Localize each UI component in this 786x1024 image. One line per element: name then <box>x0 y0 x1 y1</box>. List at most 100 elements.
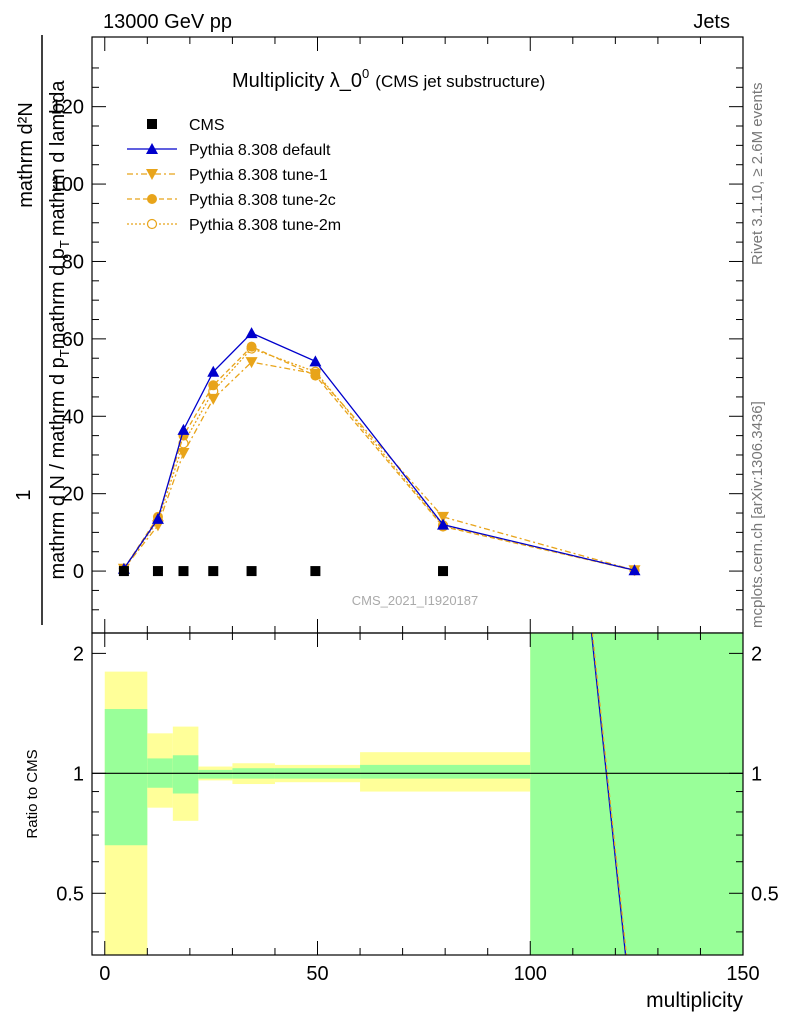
legend-marker <box>147 194 157 204</box>
series-line <box>123 347 635 571</box>
main-ytick-label: 20 <box>62 484 84 506</box>
ratio-line-layer <box>590 632 628 956</box>
ratio-ticks: 0.5 0.5 1 1 2 2 0 50 100 150 <box>56 633 779 985</box>
main-title-sub: (CMS jet substructure) <box>375 72 545 91</box>
main-ytick-label: 100 <box>51 174 84 196</box>
series-circle-open <box>118 343 640 576</box>
legend-label: CMS <box>189 117 225 134</box>
ylabel-den-part1: mathrm d N / mathrm d p <box>47 357 69 579</box>
data-point <box>207 365 220 377</box>
main-ytick-label: 120 <box>51 97 84 119</box>
xtick-label: 0 <box>99 963 110 985</box>
data-point <box>437 511 450 523</box>
data-point <box>438 566 449 577</box>
legend-marker <box>146 218 158 230</box>
ratio-band-inner <box>198 769 233 779</box>
energy-label: 13000 GeV pp <box>103 11 232 33</box>
series-layer <box>117 327 641 577</box>
data-point <box>177 423 190 435</box>
ylabel-numerator-text: mathrm d²N <box>15 102 37 208</box>
ratio-ytick-label: 2 <box>73 643 84 665</box>
main-title: Multiplicity λ_00 (CMS jet substructure) <box>232 66 545 92</box>
main-ytick-label: 80 <box>62 251 84 273</box>
data-point <box>246 341 257 352</box>
ylabel-den-sub2: T <box>57 240 72 248</box>
legend-entry: Pythia 8.308 default <box>127 142 331 159</box>
legend-label: Pythia 8.308 tune-1 <box>189 167 328 184</box>
series-line <box>123 361 635 571</box>
legend-marker <box>146 143 158 154</box>
xtick-label: 150 <box>726 963 759 985</box>
data-point <box>245 327 258 339</box>
legend-marker <box>147 119 157 129</box>
category-label: Jets <box>693 11 730 33</box>
series-circle-filled <box>118 341 640 576</box>
main-ytick-label: 40 <box>62 406 84 428</box>
data-point <box>245 357 258 369</box>
ratio-ytick-label-right: 2 <box>751 643 762 665</box>
ratio-ylabel: Ratio to CMS <box>24 749 41 838</box>
series-line <box>123 345 635 571</box>
x-axis-label: multiplicity <box>646 989 743 1012</box>
legend-entry: Pythia 8.308 tune-2m <box>127 217 341 234</box>
data-point <box>246 566 257 577</box>
xtick-label: 50 <box>306 963 328 985</box>
ratio-frame <box>91 632 744 956</box>
ratio-band-inner <box>360 764 531 779</box>
data-point <box>310 566 321 577</box>
legend-entry: CMS <box>147 117 225 134</box>
main-ticks: 0 20 40 60 80 100 120 <box>51 37 744 633</box>
data-point <box>437 518 450 530</box>
ratio-ytick-label-right: 0.5 <box>751 883 779 905</box>
ylabel-den-sub1: T <box>57 349 72 357</box>
series-triangle-down <box>117 357 641 577</box>
ylabel-denominator-text: mathrm d N / mathrm d pTmathrm d pTmathr… <box>47 80 72 580</box>
legend-label: Pythia 8.308 tune-2m <box>189 217 341 234</box>
data-point <box>118 566 129 577</box>
data-point <box>207 393 220 405</box>
ratio-band-inner <box>530 633 743 955</box>
rivet-label: Rivet 3.1.10, ≥ 2.6M events <box>749 83 766 266</box>
data-point <box>208 380 219 391</box>
ylabel-numerator-right: mathrm d²N <box>15 102 37 208</box>
data-point <box>178 566 189 577</box>
ratio-panel: 0.5 0.5 1 1 2 2 0 50 100 150 Ratio to CMS multipl… <box>24 632 779 1012</box>
ylabel-den-part2: mathrm d p <box>47 248 69 349</box>
series-line <box>123 332 635 571</box>
data-point <box>309 355 322 367</box>
ratio-ytick-label: 1 <box>73 763 84 785</box>
ratio-ytick-label: 0.5 <box>56 883 84 905</box>
ratio-ytick-label-right: 1 <box>751 763 762 785</box>
series-square <box>118 566 449 577</box>
data-point <box>309 368 322 380</box>
ratio-band-inner <box>104 709 148 846</box>
data-point <box>177 448 190 460</box>
main-ylabel: 1 mathrm d²N mathrm d N / mathrm d pTmat… <box>13 35 72 625</box>
data-point <box>628 564 641 576</box>
band-layer <box>104 633 743 955</box>
ratio-line <box>591 632 628 956</box>
legend-marker <box>146 169 158 180</box>
data-point <box>208 566 219 577</box>
legend-label: Pythia 8.308 tune-2c <box>189 192 336 209</box>
watermark: CMS_2021_I1920187 <box>352 593 479 608</box>
mcplots-label: mcplots.cern.ch [arXiv:1306.3436] <box>749 401 766 628</box>
legend-label: Pythia 8.308 default <box>189 142 331 159</box>
main-title-sup: 0 <box>362 66 369 81</box>
series-triangle-up <box>117 327 641 576</box>
ratio-band-inner <box>172 755 199 794</box>
ratio-line <box>590 632 627 956</box>
ylabel-den-part3: mathrm d lambda <box>47 80 69 236</box>
data-point <box>151 512 164 524</box>
main-ytick-label: 0 <box>73 561 84 583</box>
legend: CMS Pythia 8.308 default Pythia 8.308 tune… <box>127 117 341 234</box>
data-point <box>152 566 163 577</box>
main-title-text: Multiplicity λ_0 <box>232 70 362 92</box>
main-panel: 0 20 40 60 80 100 120 CMS_2021_I1920187 Multip… <box>51 36 744 634</box>
legend-entry: Pythia 8.308 tune-2c <box>127 192 336 209</box>
xtick-label: 100 <box>514 963 547 985</box>
legend-entry: Pythia 8.308 tune-1 <box>127 167 328 184</box>
main-ytick-label: 60 <box>62 329 84 351</box>
ylabel-numerator-one: 1 <box>13 489 35 500</box>
